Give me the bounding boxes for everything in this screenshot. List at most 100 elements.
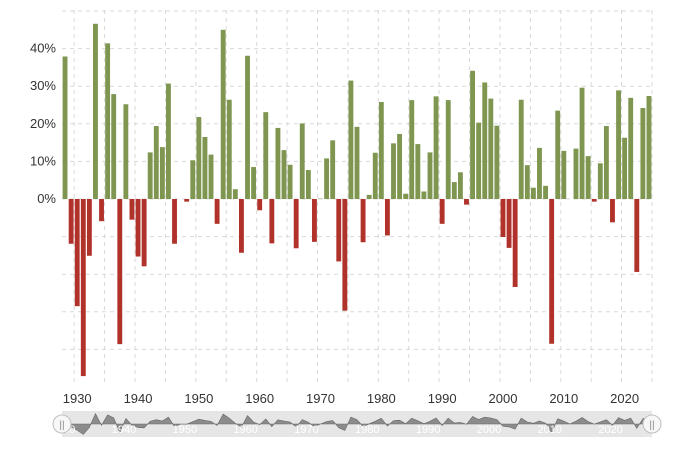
bar-1989[interactable]	[433, 96, 439, 199]
bar-1986[interactable]	[415, 144, 421, 199]
bar-1929[interactable]	[68, 199, 74, 244]
bar-1967[interactable]	[299, 123, 305, 199]
bar-1950[interactable]	[196, 117, 202, 199]
bar-1981[interactable]	[384, 199, 390, 236]
bar-1941[interactable]	[141, 199, 147, 267]
bar-1994[interactable]	[464, 199, 469, 205]
bar-1940[interactable]	[135, 199, 141, 257]
bar-1953[interactable]	[214, 199, 220, 224]
bar-2021[interactable]	[628, 97, 634, 199]
bar-2000[interactable]	[500, 199, 506, 237]
bar-2005[interactable]	[530, 187, 536, 199]
bar-1928[interactable]	[62, 56, 68, 200]
bar-1969[interactable]	[311, 199, 317, 242]
handle-circle[interactable]	[642, 414, 662, 434]
bar-2006[interactable]	[537, 147, 542, 199]
navigator-left-handle[interactable]: ||	[52, 414, 72, 434]
bar-1968[interactable]	[305, 170, 311, 199]
bar-2013[interactable]	[579, 87, 585, 199]
bar-1938[interactable]	[123, 104, 129, 199]
bar-1961[interactable]	[263, 112, 269, 199]
bar-2008[interactable]	[549, 199, 555, 344]
bar-1997[interactable]	[482, 82, 488, 199]
bar-1990[interactable]	[439, 199, 445, 224]
bar-1971[interactable]	[324, 158, 330, 199]
bar-2004[interactable]	[524, 165, 530, 199]
bar-2002[interactable]	[512, 199, 518, 287]
bar-1975[interactable]	[348, 80, 354, 199]
bar-1987[interactable]	[421, 191, 427, 199]
bar-1973[interactable]	[336, 199, 342, 262]
bar-2016[interactable]	[597, 163, 603, 199]
navigator-label: 1980	[355, 424, 379, 436]
bar-1978[interactable]	[366, 194, 372, 199]
bar-1995[interactable]	[470, 70, 475, 199]
bar-1955[interactable]	[226, 99, 232, 199]
bar-1983[interactable]	[397, 133, 403, 199]
bar-1931[interactable]	[80, 199, 86, 377]
bar-1939[interactable]	[129, 199, 135, 220]
bar-1988[interactable]	[427, 152, 433, 199]
bar-1942[interactable]	[147, 152, 153, 199]
bar-1944[interactable]	[159, 147, 165, 199]
bar-2022[interactable]	[634, 199, 640, 272]
bar-1934[interactable]	[99, 199, 104, 222]
bar-1998[interactable]	[488, 98, 494, 199]
bar-2017[interactable]	[603, 126, 609, 199]
bar-1946[interactable]	[172, 199, 177, 244]
bar-1945[interactable]	[166, 83, 171, 199]
bar-1936[interactable]	[111, 94, 117, 199]
bar-1935[interactable]	[105, 43, 111, 200]
bar-1932[interactable]	[86, 199, 92, 256]
bar-1977[interactable]	[360, 199, 366, 243]
bar-1948[interactable]	[184, 199, 190, 202]
bar-1959[interactable]	[251, 167, 257, 199]
bar-2018[interactable]	[610, 199, 615, 223]
bar-1985[interactable]	[409, 100, 415, 199]
bar-1974[interactable]	[342, 199, 348, 311]
bar-1933[interactable]	[93, 23, 98, 200]
bar-1963[interactable]	[275, 127, 281, 199]
bar-1960[interactable]	[257, 199, 263, 211]
bar-1980[interactable]	[378, 101, 384, 199]
bar-1999[interactable]	[494, 125, 500, 199]
range-navigator[interactable]: 1930194019501960197019801990200020102020…	[51, 411, 662, 437]
bar-1965[interactable]	[287, 164, 293, 199]
bar-1954[interactable]	[220, 29, 226, 199]
bar-2019[interactable]	[616, 90, 621, 199]
handle-circle[interactable]	[52, 414, 72, 434]
bar-1930[interactable]	[74, 199, 80, 307]
bar-1949[interactable]	[190, 160, 196, 199]
navigator-right-handle[interactable]: ||	[642, 414, 662, 434]
bar-1956[interactable]	[232, 189, 238, 199]
bar-2014[interactable]	[585, 156, 591, 199]
bar-2012[interactable]	[573, 148, 579, 199]
bar-1962[interactable]	[269, 199, 275, 244]
bar-1957[interactable]	[239, 199, 244, 253]
bar-1937[interactable]	[117, 199, 123, 345]
bar-1952[interactable]	[208, 154, 214, 199]
bar-1996[interactable]	[476, 122, 482, 199]
bar-1992[interactable]	[451, 182, 457, 199]
bar-2023[interactable]	[640, 108, 646, 199]
bar-2020[interactable]	[622, 137, 628, 199]
bar-2003[interactable]	[518, 99, 524, 199]
bar-1972[interactable]	[330, 140, 336, 199]
bar-1984[interactable]	[403, 193, 409, 199]
bar-2010[interactable]	[561, 150, 567, 199]
bar-2009[interactable]	[555, 110, 561, 199]
bar-1966[interactable]	[293, 199, 299, 249]
bar-2015[interactable]	[591, 199, 597, 202]
bar-1958[interactable]	[245, 55, 250, 199]
bar-1993[interactable]	[457, 172, 463, 199]
bar-1991[interactable]	[445, 100, 451, 199]
bar-1976[interactable]	[354, 126, 360, 199]
bar-1951[interactable]	[202, 136, 208, 199]
bar-2001[interactable]	[506, 199, 512, 248]
bar-1982[interactable]	[391, 143, 396, 199]
bar-2024[interactable]	[646, 95, 652, 199]
bar-1943[interactable]	[153, 126, 159, 199]
bar-1979[interactable]	[372, 152, 378, 199]
bar-1964[interactable]	[281, 150, 287, 199]
bar-2007[interactable]	[543, 185, 548, 199]
